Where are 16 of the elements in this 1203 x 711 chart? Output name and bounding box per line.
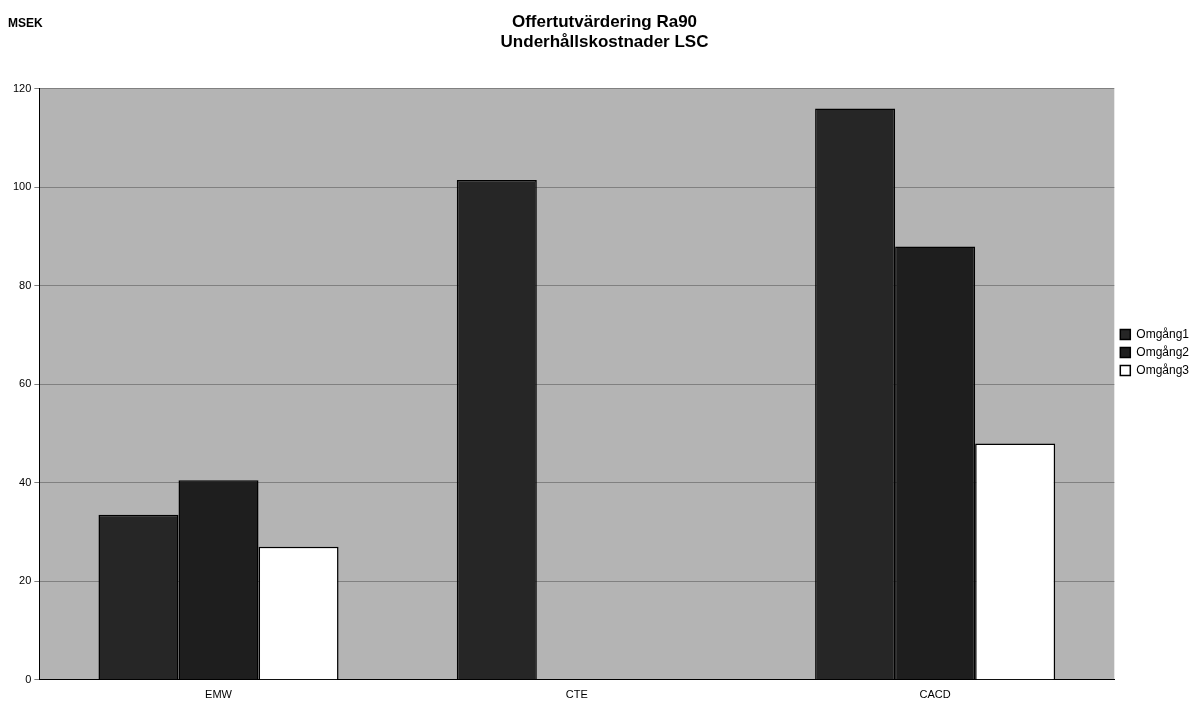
chart-title: Offertutvärdering Ra90: [511, 11, 698, 31]
legend-label: Omgång3: [1136, 362, 1190, 377]
y-tick-label: 40: [19, 475, 32, 488]
x-tick-label: CTE: [565, 688, 588, 701]
chart-subtitle: Underhållskostnader LSC: [500, 32, 709, 52]
y-tick-label: 80: [19, 278, 32, 291]
y-tick-label: 100: [12, 180, 32, 193]
y-tick-label: 120: [12, 81, 32, 94]
legend-label: Omgång1: [1136, 326, 1190, 341]
y-axis-title: MSEK: [8, 16, 43, 31]
y-tick-label: 0: [25, 672, 32, 685]
x-tick-label: CACD: [919, 688, 951, 701]
x-tick-label: EMW: [205, 688, 233, 701]
y-tick-label: 20: [19, 574, 32, 587]
y-tick-label: 60: [19, 377, 32, 390]
legend-label: Omgång2: [1136, 344, 1190, 359]
